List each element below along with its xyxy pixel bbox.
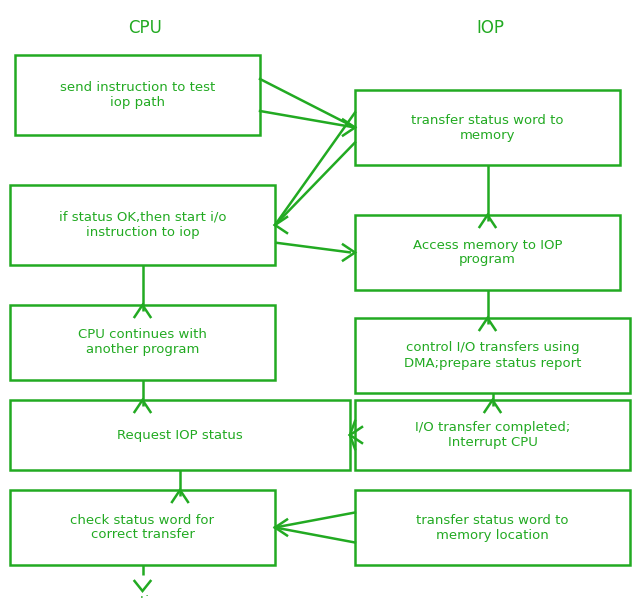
Text: IOP: IOP [476,19,504,37]
FancyBboxPatch shape [10,185,275,265]
Text: transfer status word to
memory location: transfer status word to memory location [416,514,569,542]
Text: send instruction to test
iop path: send instruction to test iop path [60,81,215,109]
FancyBboxPatch shape [355,400,630,470]
Text: CPU continues with
another program: CPU continues with another program [78,328,207,356]
FancyBboxPatch shape [355,318,630,393]
FancyBboxPatch shape [10,490,275,565]
Text: Access memory to IOP
program: Access memory to IOP program [413,239,563,267]
FancyBboxPatch shape [355,90,620,165]
FancyBboxPatch shape [10,400,350,470]
FancyBboxPatch shape [15,55,260,135]
Text: check status word for
correct transfer: check status word for correct transfer [70,514,214,542]
FancyBboxPatch shape [355,490,630,565]
Text: I/O transfer completed;
Interrupt CPU: I/O transfer completed; Interrupt CPU [415,421,570,449]
Text: control I/O transfers using
DMA;prepare status report: control I/O transfers using DMA;prepare … [404,341,581,370]
FancyBboxPatch shape [355,215,620,290]
Text: if status OK,then start i/o
instruction to iop: if status OK,then start i/o instruction … [59,211,227,239]
FancyBboxPatch shape [10,305,275,380]
Text: CPU: CPU [128,19,162,37]
Text: continue: continue [116,595,174,598]
Text: Request IOP status: Request IOP status [117,429,243,441]
Text: transfer status word to
memory: transfer status word to memory [412,114,564,142]
